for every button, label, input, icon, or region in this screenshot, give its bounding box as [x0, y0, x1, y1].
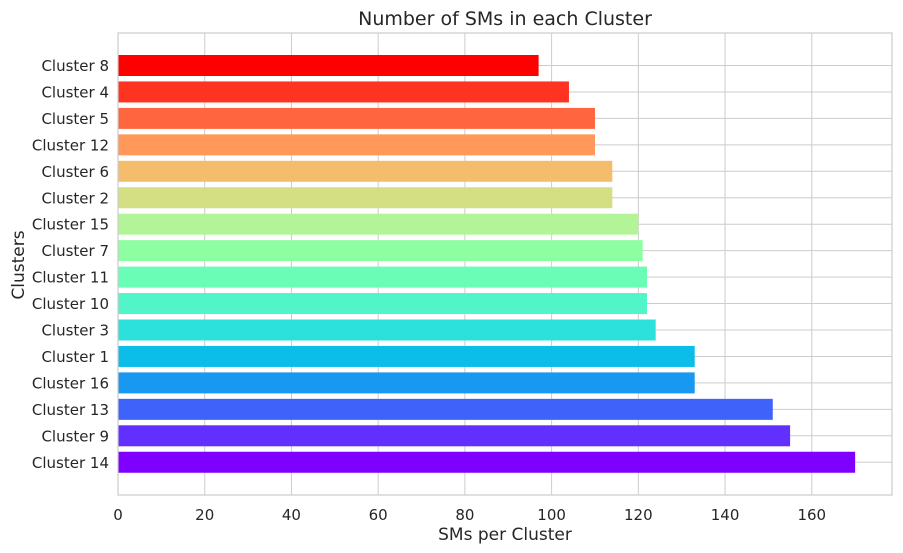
bar	[118, 107, 595, 129]
x-axis-label: SMs per Cluster	[438, 525, 572, 545]
y-tick-label: Cluster 10	[32, 295, 109, 313]
x-tick-label: 100	[537, 506, 566, 524]
bar	[118, 425, 791, 447]
bar	[118, 187, 613, 209]
y-tick-label: Cluster 14	[32, 454, 109, 472]
x-tick-label: 140	[711, 506, 740, 524]
x-tick-label: 20	[195, 506, 214, 524]
y-tick-label: Cluster 9	[41, 427, 109, 445]
x-tick-label: 0	[113, 506, 123, 524]
x-tick-label: 60	[369, 506, 388, 524]
x-tick-label: 80	[455, 506, 474, 524]
y-tick-label: Cluster 3	[41, 322, 109, 340]
bar	[118, 398, 773, 420]
bar	[118, 160, 613, 182]
bar	[118, 293, 648, 315]
bar	[118, 345, 695, 367]
y-tick-label: Cluster 6	[41, 163, 109, 181]
y-tick-label: Cluster 2	[41, 189, 109, 207]
chart-title: Number of SMs in each Cluster	[358, 8, 652, 30]
y-tick-label: Cluster 4	[41, 83, 109, 101]
y-tick-label: Cluster 13	[32, 401, 109, 419]
y-tick-labels: Cluster 8 Cluster 4 Cluster 5 Cluster 12 Clu…	[32, 57, 109, 472]
bar	[118, 81, 569, 103]
x-tick-label: 40	[282, 506, 301, 524]
y-tick-label: Cluster 5	[41, 110, 109, 128]
x-tick-label: 120	[624, 506, 653, 524]
bar	[118, 266, 648, 288]
y-tick-label: Cluster 11	[32, 269, 109, 287]
y-tick-label: Cluster 8	[41, 57, 109, 75]
bar	[118, 134, 595, 156]
bar	[118, 372, 695, 394]
y-tick-label: Cluster 1	[41, 348, 109, 366]
bars	[118, 55, 856, 473]
plot-frame	[117, 32, 893, 496]
y-tick-label: Cluster 7	[41, 242, 109, 260]
bar	[118, 55, 539, 76]
x-tick-label: 160	[797, 506, 826, 524]
bar	[118, 451, 856, 473]
y-tick-label: Cluster 15	[32, 216, 109, 234]
bar	[118, 213, 639, 235]
x-tick-labels: 0 20 40 60 80 100 120 140 160	[113, 506, 826, 524]
y-tick-label: Cluster 16	[32, 374, 109, 392]
y-tick-label: Cluster 12	[32, 136, 109, 154]
y-axis-label: Clusters	[9, 230, 29, 299]
bar	[118, 319, 656, 341]
bar	[118, 240, 643, 262]
